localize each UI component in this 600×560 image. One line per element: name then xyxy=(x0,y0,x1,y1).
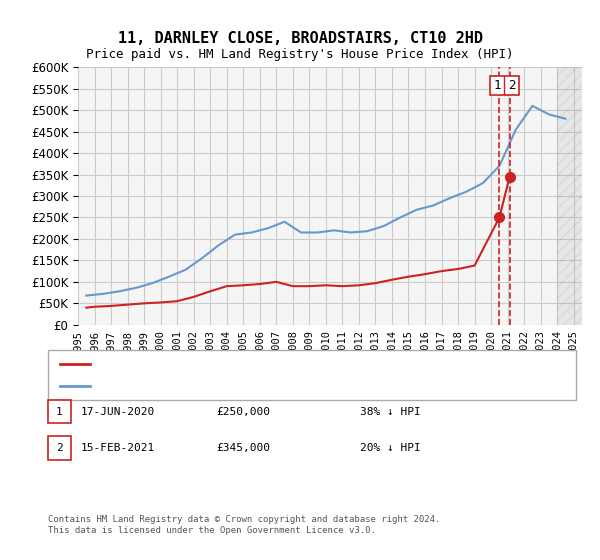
Text: £345,000: £345,000 xyxy=(216,443,270,453)
Bar xyxy=(557,67,582,325)
Text: 2: 2 xyxy=(56,443,63,453)
Text: 1: 1 xyxy=(493,79,501,92)
Text: Contains HM Land Registry data © Crown copyright and database right 2024.
This d: Contains HM Land Registry data © Crown c… xyxy=(48,515,440,535)
Text: Price paid vs. HM Land Registry's House Price Index (HPI): Price paid vs. HM Land Registry's House … xyxy=(86,48,514,60)
Text: 11, DARNLEY CLOSE, BROADSTAIRS, CT10 2HD (detached house): 11, DARNLEY CLOSE, BROADSTAIRS, CT10 2HD… xyxy=(96,359,452,369)
Text: 17-JUN-2020: 17-JUN-2020 xyxy=(81,407,155,417)
FancyBboxPatch shape xyxy=(490,76,518,95)
Text: 11, DARNLEY CLOSE, BROADSTAIRS, CT10 2HD: 11, DARNLEY CLOSE, BROADSTAIRS, CT10 2HD xyxy=(118,31,482,46)
Text: £250,000: £250,000 xyxy=(216,407,270,417)
Text: 20% ↓ HPI: 20% ↓ HPI xyxy=(360,443,421,453)
Text: 38% ↓ HPI: 38% ↓ HPI xyxy=(360,407,421,417)
Text: HPI: Average price, detached house, Thanet: HPI: Average price, detached house, Than… xyxy=(96,381,359,391)
Text: 1: 1 xyxy=(56,407,63,417)
Text: 2: 2 xyxy=(508,79,515,92)
Text: 15-FEB-2021: 15-FEB-2021 xyxy=(81,443,155,453)
